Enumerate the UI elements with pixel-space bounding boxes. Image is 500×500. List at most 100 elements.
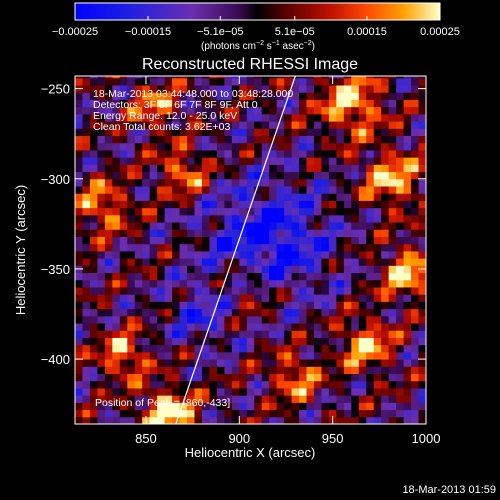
heatmap-cell [246,243,255,252]
heatmap-cell [119,76,128,79]
heatmap-cell [224,286,233,295]
heatmap-cell [164,301,173,310]
heatmap-cell [276,359,285,367]
heatmap-cell [82,395,91,403]
heatmap-cell [306,294,315,302]
heatmap-cell [179,323,188,331]
heatmap-cell [246,178,255,187]
heatmap-cell [97,294,106,302]
heatmap-cell [97,323,106,331]
heatmap-cell [224,301,233,310]
heatmap-cell [284,337,293,346]
heatmap-cell [82,236,91,245]
heatmap-cell [119,387,128,396]
heatmap-cell [119,301,128,310]
heatmap-cell [328,279,337,288]
heatmap-cell [299,85,308,93]
heatmap-cell [351,323,360,331]
heatmap-cell [127,373,136,382]
heatmap-cell [104,99,113,108]
heatmap-cell [239,243,248,252]
units-part-6: ) [312,41,315,52]
heatmap-cell [201,330,210,338]
heatmap-cell [261,171,270,180]
heatmap-cell [388,344,397,353]
heatmap-cell [336,214,345,223]
heatmap-cell [239,121,248,129]
heatmap-cell [313,265,322,274]
heatmap-cell [396,171,405,180]
heatmap-cell [89,265,98,274]
heatmap-cell [411,135,420,144]
heatmap-cell [134,76,143,79]
heatmap-cell [216,77,225,86]
heatmap-cell [313,185,322,194]
heatmap-cell [328,373,337,382]
heatmap-cell [231,178,240,187]
heatmap-cell [172,142,181,151]
heatmap-cell [396,315,405,324]
heatmap-cell [358,149,367,158]
heatmap-cell [411,171,420,180]
heatmap-cell [75,157,83,165]
heatmap-cell [187,149,195,158]
heatmap-cell [194,157,203,165]
heatmap-cell [299,272,308,281]
heatmap-cell [149,344,158,353]
heatmap-cell [343,207,352,216]
heatmap-cell [246,207,255,216]
heatmap-cell [373,395,382,403]
heatmap-cell [261,323,270,331]
heatmap-cell [142,171,151,180]
heatmap-cell [201,106,210,115]
heatmap-cell [351,301,360,310]
heatmap-cell [127,121,136,129]
heatmap-cell [224,135,233,144]
heatmap-cell [82,76,91,79]
heatmap-cell [246,171,255,180]
heatmap-cell [209,121,218,129]
heatmap-cell [261,185,270,194]
heatmap-cell [299,315,308,324]
heatmap-cell [157,200,166,209]
heatmap-cell [172,344,181,353]
heatmap-cell [231,236,240,245]
heatmap-cell [164,243,173,252]
heatmap-cell [194,214,203,223]
heatmap-cell [403,113,412,122]
heatmap-cell [187,323,195,331]
heatmap-cell [246,214,255,223]
heatmap-cell [358,315,367,324]
heatmap-cell [246,265,255,274]
heatmap-cell [336,395,345,403]
heatmap-cell [351,330,360,338]
heatmap-cell [179,99,188,108]
heatmap-cell [119,164,128,173]
heatmap-cell [343,337,352,346]
heatmap-cell [351,236,360,245]
heatmap-cell [201,128,210,137]
x-axis-title: Heliocentric X (arcsec) [185,445,316,460]
heatmap-cell [157,402,166,411]
heatmap-cell [134,193,143,201]
heatmap-cell [366,243,375,252]
heatmap-cell [261,99,270,108]
heatmap-cell [276,337,285,346]
heatmap-cell [269,149,278,158]
heatmap-cell [82,222,91,230]
heatmap-cell [299,351,308,360]
heatmap-cell [119,279,128,288]
heatmap-cell [261,207,270,216]
heatmap-cell [284,301,293,310]
heatmap-cell [149,113,158,122]
heatmap-cell [164,171,173,180]
heatmap-cell [336,416,345,424]
heatmap-cell [313,416,322,424]
heatmap-cell [104,157,113,165]
heatmap-cell [328,128,337,137]
heatmap-cell [216,142,225,151]
heatmap-cell [112,185,121,194]
heatmap-cell [366,229,375,237]
heatmap-cell [373,92,382,100]
heatmap-cell [164,387,173,396]
